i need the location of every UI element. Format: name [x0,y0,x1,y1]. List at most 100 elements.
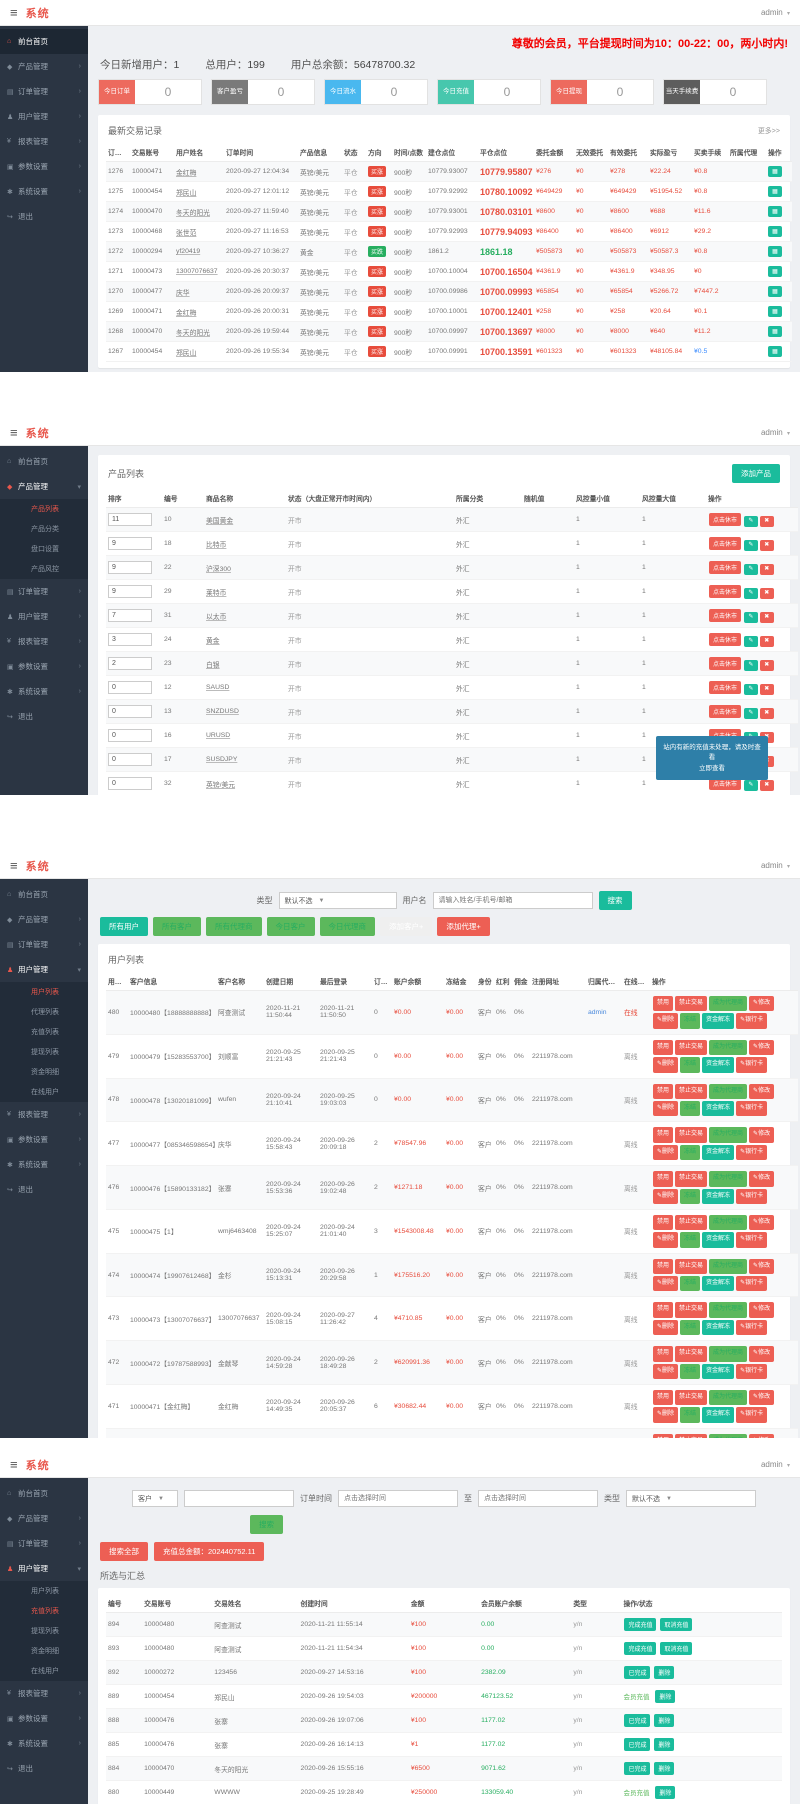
user-filter-button[interactable]: 添加客户+ [380,917,433,936]
product-name[interactable]: 黄金 [204,627,286,652]
sidebar-item[interactable]: ⌂ 前台首页 [0,29,88,54]
freeze-button[interactable]: 冻结 [680,1144,701,1161]
disable-button[interactable]: 禁用 [653,1302,674,1318]
keyword-input[interactable] [184,1490,294,1507]
delete-button[interactable]: ✎删除 [653,1363,679,1380]
delete-button[interactable]: ✖ [759,563,774,575]
menu-toggle-icon[interactable]: ≡ [10,1457,18,1472]
make-agent-button[interactable]: 成为代理商 [709,1258,748,1275]
edit-button[interactable]: ✎ [743,635,758,647]
edit-button[interactable]: ✎修改 [749,1433,775,1438]
unfreeze-funds-button[interactable]: 资金解冻 [702,1232,735,1248]
bank-card-button[interactable]: ✎银行卡 [736,1232,768,1248]
account-type-select[interactable]: 客户 ▼ [132,1490,178,1507]
type-select[interactable]: 默认不选 ▼ [278,892,397,909]
unfreeze-funds-button[interactable]: 资金解冻 [702,1276,735,1292]
disable-button[interactable]: 禁用 [653,1039,674,1056]
order-detail-button[interactable]: ▦ [768,266,782,277]
add-product-button[interactable]: 添加产品 [732,464,780,483]
menu-toggle-icon[interactable]: ≡ [10,5,18,20]
sort-input[interactable] [108,681,152,694]
make-agent-button[interactable]: 成为代理商 [709,1214,748,1231]
sidebar-item[interactable]: ✱ 系统设置 › [0,679,88,704]
unfreeze-funds-button[interactable]: 资金解冻 [702,1057,735,1073]
sidebar-item[interactable]: ◆ 产品管理 › [0,54,88,79]
sidebar-item[interactable]: ¥ 报表管理 › [0,1102,88,1127]
sidebar-item[interactable]: ¥ 报表管理 › [0,129,88,154]
delete-button[interactable]: ✎删除 [653,1144,679,1161]
user-filter-button[interactable]: 今日代理商 [319,917,375,936]
status-action-2[interactable]: 删除 [654,1738,675,1751]
sidebar-item[interactable]: ▣ 参数设置 › [0,1706,88,1731]
unfreeze-funds-button[interactable]: 资金解冻 [702,1319,735,1336]
sidebar-item[interactable]: ◆ 产品管理 › [0,907,88,932]
edit-button[interactable]: ✎修改 [749,1171,775,1187]
sidebar-item[interactable]: 资金明细 [0,1641,88,1661]
sidebar-item[interactable]: 在线用户 [0,1082,88,1102]
sidebar-item[interactable]: 代理列表 [0,1002,88,1022]
sidebar-item[interactable]: ↪ 退出 [0,204,88,229]
delete-button[interactable]: ✎删除 [653,1276,679,1292]
bank-card-button[interactable]: ✎银行卡 [736,1363,768,1380]
make-agent-button[interactable]: 成为代理商 [709,1390,748,1406]
delete-button[interactable]: ✎删除 [653,1407,679,1423]
sort-input[interactable] [108,777,152,790]
sort-input[interactable] [108,705,152,718]
edit-button[interactable]: ✎ [743,659,758,671]
edit-button[interactable]: ✎ [743,779,758,791]
bank-card-button[interactable]: ✎银行卡 [736,1057,768,1073]
product-name[interactable]: SAUSD [204,675,286,700]
sidebar-item[interactable]: ▣ 参数设置 › [0,654,88,679]
disable-button[interactable]: 禁用 [653,1433,674,1438]
edit-button[interactable]: ✎修改 [749,1346,775,1362]
sidebar-item[interactable]: ▣ 参数设置 › [0,154,88,179]
product-name[interactable]: URUSD [204,723,286,748]
make-agent-button[interactable]: 成为代理商 [709,1039,748,1056]
sidebar-item[interactable]: ✱ 系统设置 › [0,179,88,204]
edit-button[interactable]: ✎ [743,587,758,599]
edit-button[interactable]: ✎ [743,707,758,719]
sidebar-item[interactable]: ↪ 退出 [0,704,88,729]
sidebar-item[interactable]: ♟ 用户管理 › [0,604,88,629]
sidebar-item[interactable]: ¥ 报表管理 › [0,1681,88,1706]
edit-button[interactable]: ✎修改 [749,1083,775,1099]
sidebar-item[interactable]: ↪ 退出 [0,1177,88,1202]
sidebar-item[interactable]: 盘口设置 [0,539,88,559]
edit-button[interactable]: ✎ [743,515,758,527]
edit-button[interactable]: ✎修改 [749,1258,775,1275]
edit-button[interactable]: ✎修改 [749,1302,775,1318]
delete-button[interactable]: ✖ [759,635,774,647]
unfreeze-funds-button[interactable]: 资金解冻 [702,1407,735,1423]
status-action-2[interactable]: 取消充值 [660,1618,693,1631]
sidebar-item[interactable]: ⌂ 前台首页 [0,1481,88,1506]
unfreeze-funds-button[interactable]: 资金解冻 [702,1188,735,1204]
status-action-2[interactable]: 删除 [654,1666,675,1679]
bank-card-button[interactable]: ✎银行卡 [736,1188,768,1204]
freeze-button[interactable]: 冻结 [680,1407,701,1423]
user-filter-button[interactable]: 所有客户 [153,917,201,936]
delete-button[interactable]: ✖ [759,611,774,623]
close-market-button[interactable]: 点击休市 [709,513,742,526]
freeze-button[interactable]: 冻结 [680,1232,701,1248]
edit-button[interactable]: ✎ [743,539,758,551]
product-name[interactable]: 比特币 [204,531,286,556]
delete-button[interactable]: ✖ [759,587,774,599]
unfreeze-funds-button[interactable]: 资金解冻 [702,1100,735,1117]
product-name[interactable]: SNZDUSD [204,699,286,724]
sidebar-item[interactable]: ♟ 用户管理 › [0,104,88,129]
search-button[interactable]: 搜索 [250,1515,283,1534]
search-button[interactable]: 搜索 [598,891,632,910]
forbid-trade-button[interactable]: 禁止交易 [675,1127,708,1143]
edit-button[interactable]: ✎修改 [749,996,775,1012]
product-name[interactable]: 沪深300 [204,555,286,580]
status-action-1[interactable]: 已完成 [624,1738,651,1751]
status-action-1[interactable]: 已完成 [624,1762,651,1775]
delete-button[interactable]: ✎删除 [653,1013,679,1029]
disable-button[interactable]: 禁用 [653,1127,674,1143]
close-market-button[interactable]: 点击休市 [709,633,742,646]
edit-button[interactable]: ✎ [743,563,758,575]
make-agent-button[interactable]: 成为代理商 [709,996,748,1012]
freeze-button[interactable]: 冻结 [680,1276,701,1292]
unfreeze-funds-button[interactable]: 资金解冻 [702,1144,735,1161]
freeze-button[interactable]: 冻结 [680,1013,701,1029]
